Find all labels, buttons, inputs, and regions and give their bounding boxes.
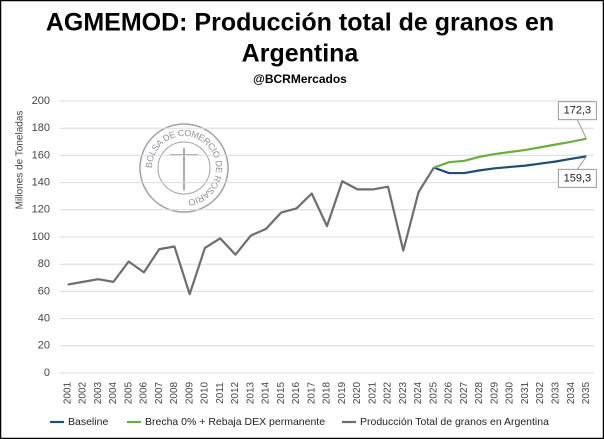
x-tick-label: 2010	[200, 381, 211, 404]
y-tick-label: 160	[32, 149, 50, 161]
x-tick-label: 2023	[398, 381, 409, 404]
y-tick-label: 20	[38, 340, 50, 352]
chart-title: AGMEMOD: Producción total de granos en	[46, 9, 554, 37]
y-tick-label: 140	[32, 177, 50, 189]
x-tick-label: 2025	[428, 381, 439, 404]
x-tick-label: 2018	[322, 381, 333, 404]
x-tick-label: 2021	[367, 381, 378, 404]
y-tick-label: 120	[32, 204, 50, 216]
logo-ring	[139, 123, 229, 213]
x-tick-label: 2001	[62, 381, 73, 404]
x-tick-label: 2032	[535, 381, 546, 404]
y-tick-label: 40	[38, 313, 50, 325]
y-tick-label: 100	[32, 231, 50, 243]
x-tick-label: 2017	[306, 381, 317, 404]
data-line	[433, 137, 587, 169]
x-tick-label: 2004	[108, 381, 119, 404]
x-tick-label: 2020	[352, 381, 363, 404]
x-tick-label: 2012	[230, 381, 241, 404]
callout-box	[557, 168, 597, 188]
callout-line	[576, 156, 587, 170]
chart-title: Argentina	[242, 40, 360, 68]
y-tick-label: 180	[32, 122, 50, 134]
x-tick-label: 2016	[291, 381, 302, 404]
y-tick-label: 60	[38, 285, 50, 297]
x-tick-label: 2026	[444, 381, 455, 404]
data-line	[433, 155, 587, 175]
x-tick-label: 2003	[93, 381, 104, 404]
data-label: 159,3	[564, 172, 592, 184]
x-tick-label: 2031	[520, 381, 531, 404]
x-tick-label: 2019	[337, 381, 348, 404]
x-tick-label: 2009	[184, 381, 195, 404]
legend-label: Producción Total de granos en Argentina	[360, 416, 549, 428]
x-tick-label: 2015	[276, 381, 287, 404]
data-label: 172,3	[564, 105, 592, 117]
x-tick-label: 2013	[245, 381, 256, 404]
x-tick-label: 2007	[154, 381, 165, 404]
legend-label: Baseline	[68, 416, 108, 428]
x-tick-label: 2022	[383, 381, 394, 404]
x-tick-label: 2027	[459, 381, 470, 404]
x-tick-label: 2028	[474, 381, 485, 404]
x-tick-label: 2024	[413, 381, 424, 404]
chart-subtitle: @BCRMercados	[253, 72, 347, 86]
x-tick-label: 2029	[489, 381, 500, 404]
y-tick-label: 80	[38, 258, 50, 270]
legend-label: Brecha 0% + Rebaja DEX permanente	[145, 416, 325, 428]
x-tick-label: 2008	[169, 381, 180, 404]
x-tick-label: 2011	[215, 382, 226, 404]
y-tick-label: 0	[44, 367, 50, 379]
x-tick-label: 2005	[123, 381, 134, 404]
x-tick-label: 2014	[261, 381, 272, 404]
x-tick-label: 2002	[78, 381, 89, 404]
callout-box	[557, 101, 597, 121]
x-tick-label: 2030	[505, 381, 516, 404]
y-axis-label: Millones de Toneladas	[15, 111, 26, 210]
x-tick-label: 2006	[139, 381, 150, 404]
logo-ring	[157, 141, 211, 195]
x-tick-label: 2035	[581, 381, 592, 404]
y-tick-label: 200	[32, 95, 50, 107]
callout-line	[576, 119, 587, 139]
x-tick-label: 2033	[550, 381, 561, 404]
data-line	[67, 167, 435, 296]
x-tick-label: 2034	[566, 381, 577, 404]
